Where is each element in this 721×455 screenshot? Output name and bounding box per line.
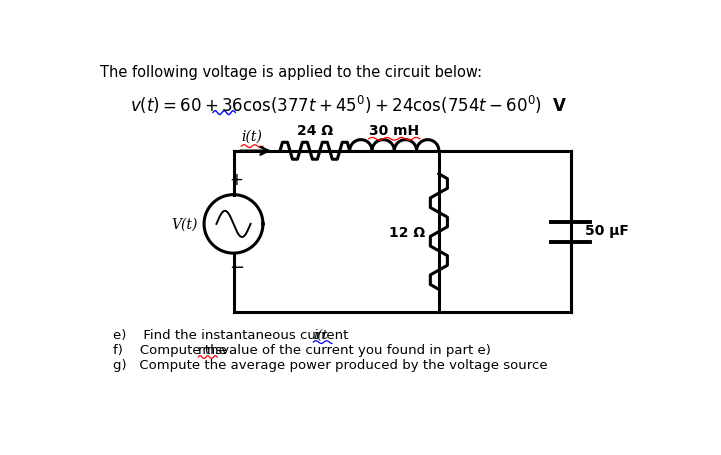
Text: 30 mH: 30 mH	[369, 124, 420, 137]
Text: g)   Compute the average power produced by the voltage source: g) Compute the average power produced by…	[113, 358, 548, 371]
Text: −: −	[229, 258, 244, 276]
Text: i(t): i(t)	[242, 130, 262, 144]
Text: rms: rms	[198, 343, 224, 356]
Text: f)    Compute the: f) Compute the	[113, 343, 231, 356]
Text: V(t): V(t)	[172, 217, 198, 232]
Text: $v(t) = 60 + 36\mathsf{cos}(377t + 45^0) + 24\mathsf{cos}(754t - 60^0)\ \ \mathb: $v(t) = 60 + 36\mathsf{cos}(377t + 45^0)…	[131, 94, 567, 116]
Text: e)    Find the instantaneous current: e) Find the instantaneous current	[113, 328, 353, 341]
Text: 12 Ω: 12 Ω	[389, 225, 425, 239]
Text: 24 Ω: 24 Ω	[297, 124, 333, 137]
Text: The following voltage is applied to the circuit below:: The following voltage is applied to the …	[100, 66, 482, 81]
Text: i(t: i(t	[314, 328, 328, 341]
Text: value of the current you found in part e): value of the current you found in part e…	[217, 343, 491, 356]
Text: +: +	[230, 171, 244, 189]
Text: 50 μF: 50 μF	[585, 223, 629, 238]
